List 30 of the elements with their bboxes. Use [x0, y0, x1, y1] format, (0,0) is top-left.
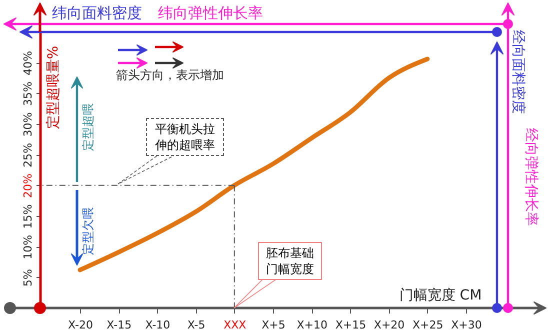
x-tick-label: X+5: [262, 318, 286, 330]
x-tick-label: X-5: [187, 318, 206, 330]
x-tick-label: X+15: [335, 318, 366, 330]
x-tick-label: X+10: [296, 318, 328, 330]
y-tick-label: 10%: [22, 234, 34, 260]
annotation: 箭头方向，表示增加: [116, 68, 224, 83]
y-tick-label: 30%: [22, 112, 34, 137]
y-tick-label: 5%: [22, 269, 34, 287]
x-tick-label: XXX: [224, 318, 247, 330]
annotation: 定型超喂: [81, 103, 96, 151]
x-tick-label: X-20: [68, 318, 93, 330]
x-tick-label: X+20: [374, 318, 405, 330]
y-tick-label: 35%: [22, 82, 34, 106]
y-axis-title: 定型超喂量%: [46, 46, 62, 130]
text: 纬向面料密度: [52, 4, 142, 22]
x-tick-label: X+25: [412, 318, 444, 330]
y-tick-label: 40%: [22, 50, 34, 76]
y-tick-label: 15%: [22, 204, 34, 229]
text: 纬向弹性伸长率: [158, 4, 263, 22]
x-tick-label: X-15: [106, 318, 132, 330]
annotation: 定型欠喂: [81, 207, 96, 255]
ref-line-label: 平衡机头拉伸的超喂率: [146, 118, 224, 156]
x-tick-label: X-10: [145, 318, 170, 330]
ref-line-label: 胚布基础门幅宽度: [258, 242, 322, 280]
y-tick-label: 20%: [22, 174, 34, 198]
text: 经向弹性伸长率: [523, 128, 540, 226]
y-tick-label: 25%: [22, 142, 34, 168]
text: 经向面料密度: [510, 30, 526, 114]
x-axis-title: 门幅宽度 CM: [399, 288, 482, 304]
x-tick-label: X+30: [451, 318, 482, 330]
